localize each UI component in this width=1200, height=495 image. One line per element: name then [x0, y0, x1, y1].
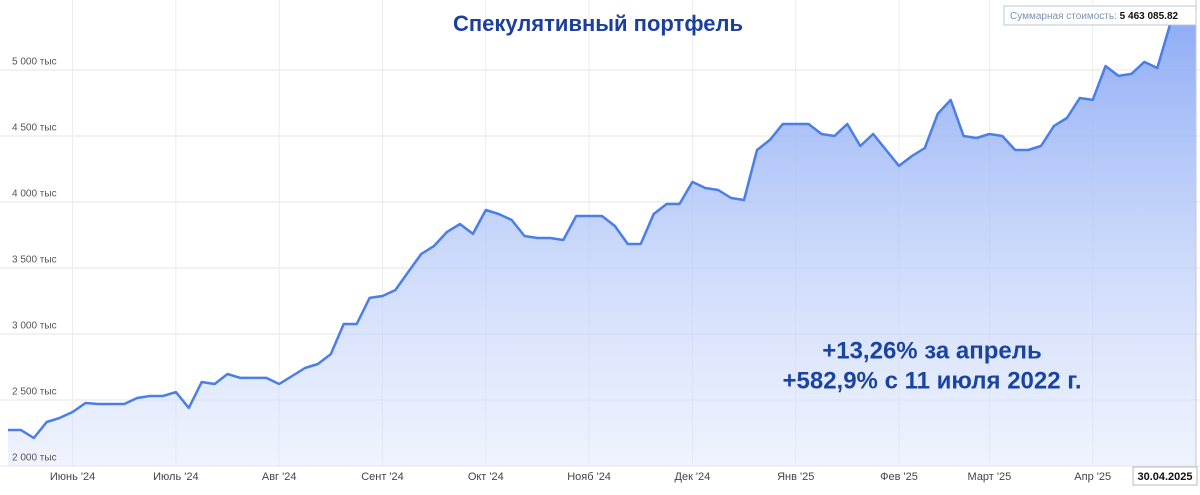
y-tick-label: 4 500 тыс — [12, 123, 57, 134]
x-tick-label: Апр '25 — [1074, 471, 1111, 483]
x-tick-label: Окт '24 — [468, 471, 504, 483]
annotation: +13,26% за апрель — [822, 337, 1042, 364]
chart-title: Спекулятивный портфель — [453, 11, 743, 36]
tooltip: Суммарная стоимость: 5 463 085.82 — [1010, 11, 1178, 22]
line — [8, 7, 1197, 440]
y-tick-label: 4 000 тыс — [12, 189, 57, 200]
y-tick-label: 2 500 тыс — [12, 387, 57, 398]
x-tick-label: Июль '24 — [153, 471, 198, 483]
y-tick-label: 3 000 тыс — [12, 321, 57, 332]
x-tick-label: Сент '24 — [361, 471, 404, 483]
y-tick-label: 3 500 тыс — [12, 255, 57, 266]
crosshair-box — [1132, 466, 1198, 486]
x-tick-label: Янв '25 — [777, 471, 814, 483]
tooltip-label: Суммарная стоимость: — [1010, 11, 1117, 22]
x-tick-label: Авг '24 — [262, 471, 297, 483]
area — [8, 7, 1196, 467]
y-tick-label: 2 000 тыс — [12, 453, 57, 464]
x-tick-label: Март '25 — [968, 471, 1012, 483]
annotation: +582,9% с 11 июля 2022 г. — [782, 367, 1081, 394]
x-tick-label: Нояб '24 — [567, 471, 611, 483]
x-tick-label: Дек '24 — [675, 471, 711, 483]
tooltip-value: 5 463 085.82 — [1120, 11, 1179, 22]
x-tick-label: Фев '25 — [880, 471, 918, 483]
crosshair-label: 30.04.2025 — [1137, 471, 1192, 483]
x-tick-label: Июнь '24 — [50, 471, 95, 483]
y-tick-label: 5 000 тыс — [12, 57, 57, 68]
